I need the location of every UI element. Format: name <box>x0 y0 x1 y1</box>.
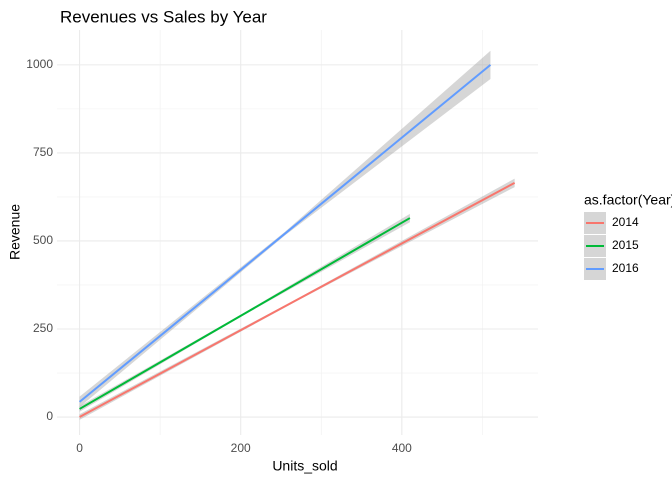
legend-label: 2016 <box>612 261 639 275</box>
y-axis-label: Revenue <box>7 204 23 260</box>
chart-title: Revenues vs Sales by Year <box>60 7 267 26</box>
x-tick-label: 200 <box>231 441 251 455</box>
x-tick-label: 0 <box>76 441 83 455</box>
y-tick-label: 500 <box>33 233 53 247</box>
x-axis-label: Units_sold <box>272 458 337 474</box>
x-tick-label: 400 <box>392 441 412 455</box>
legend-label: 2015 <box>612 238 639 252</box>
line <box>78 64 492 403</box>
line <box>79 217 411 410</box>
line <box>79 181 516 418</box>
legend-title: as.factor(Year) <box>584 192 672 208</box>
y-tick-label: 750 <box>33 145 53 159</box>
legend-label: 2014 <box>612 215 639 229</box>
y-tick-label: 0 <box>46 409 53 423</box>
y-tick-label: 250 <box>33 321 53 335</box>
y-tick-label: 1000 <box>26 57 53 71</box>
